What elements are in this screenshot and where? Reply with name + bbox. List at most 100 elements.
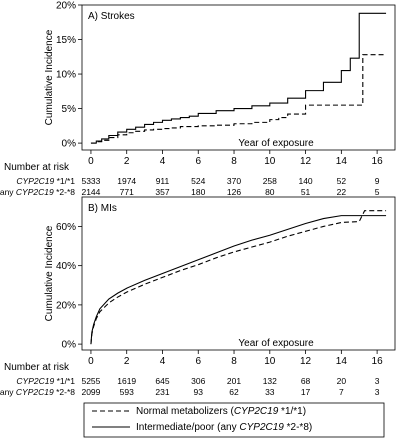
at-risk-value: 7: [339, 387, 344, 397]
at-risk-row-label: CYP2C19 *1/*1: [16, 376, 75, 386]
at-risk-value: 306: [191, 376, 205, 386]
at-risk-value: 370: [227, 176, 241, 186]
x-tick-label: 4: [160, 156, 166, 167]
at-risk-row-label: any CYP2C19 *2-*8: [0, 187, 75, 197]
at-risk-value: 180: [191, 187, 205, 197]
x-tick-label: 0: [88, 356, 94, 367]
panel-title: A) Strokes: [88, 11, 135, 22]
y-axis-label: Cumulative Incidence: [44, 225, 55, 321]
series-line-intermediate-poor: [90, 215, 387, 345]
at-risk-value: 80: [265, 187, 275, 197]
legend-label: Normal metabolizers (CYP2C19 *1/*1): [136, 406, 306, 417]
y-tick-label: 60%: [56, 222, 76, 233]
at-risk-row-label-part: *2-*8: [54, 187, 76, 197]
plot-frame: [81, 196, 396, 351]
x-tick-label: 4: [160, 356, 166, 367]
x-tick-label: 10: [264, 156, 276, 167]
at-risk-value: 68: [301, 376, 311, 386]
at-risk-row-label-part: CYP2C19: [16, 387, 54, 397]
panel-strokes: A) Strokes 0% 5% 10% 15% 20% 0 2 4 6 8 10 12 14 16 Cumu…: [0, 1, 396, 197]
at-risk-value: 93: [194, 387, 204, 397]
legend-box: [83, 402, 385, 438]
x-tick-label: 14: [336, 356, 348, 367]
series-line-intermediate-poor: [90, 12, 387, 144]
x-axis-label: Year of exposure: [238, 338, 314, 349]
at-risk-value: 5333: [81, 176, 100, 186]
x-tick-label: 12: [300, 156, 312, 167]
y-tick-label: 5%: [62, 104, 77, 115]
at-risk-value: 357: [155, 187, 169, 197]
x-tick-label: 10: [264, 356, 276, 367]
y-tick-label: 0%: [62, 340, 77, 351]
at-risk-value: 51: [301, 187, 311, 197]
at-risk-value: 593: [120, 387, 134, 397]
y-tick-label: 20%: [56, 1, 76, 12]
at-risk-row-label-part: any: [0, 187, 16, 197]
at-risk-row-label-part: *1/*1: [54, 376, 75, 386]
plot-frame: [81, 4, 396, 151]
x-tick-label: 6: [195, 356, 201, 367]
at-risk-value: 126: [227, 187, 241, 197]
at-risk-value: 3: [375, 376, 380, 386]
legend-label-part: Normal metabolizers (: [136, 406, 234, 417]
y-tick-label: 40%: [56, 261, 76, 272]
at-risk-value: 140: [298, 176, 312, 186]
at-risk-row-label-part: CYP2C19: [16, 187, 54, 197]
at-risk-row-label-part: *1/*1: [54, 176, 75, 186]
x-tick-label: 16: [372, 356, 384, 367]
at-risk-row-label-part: *2-*8: [54, 387, 76, 397]
x-tick-label: 16: [372, 156, 384, 167]
at-risk-value: 52: [337, 176, 347, 186]
at-risk-value: 33: [265, 387, 275, 397]
x-tick-label: 6: [195, 156, 201, 167]
x-tick-label: 2: [124, 356, 130, 367]
x-tick-label: 8: [231, 156, 237, 167]
at-risk-row-label-part: CYP2C19: [16, 176, 54, 186]
at-risk-value: 20: [337, 376, 347, 386]
at-risk-value: 771: [120, 187, 134, 197]
y-tick-label: 10%: [56, 70, 76, 81]
number-at-risk-header: Number at risk: [4, 162, 70, 173]
legend: Normal metabolizers (CYP2C19 *1/*1)Inter…: [83, 402, 385, 438]
at-risk-value: 1974: [117, 176, 136, 186]
at-risk-row-label: any CYP2C19 *2-*8: [0, 387, 75, 397]
series-line-normal: [90, 210, 387, 345]
at-risk-value: 62: [229, 387, 239, 397]
x-tick-label: 8: [231, 356, 237, 367]
legend-label-part: Intermediate/poor (any: [136, 422, 239, 433]
at-risk-value: 5255: [81, 376, 100, 386]
at-risk-value: 258: [263, 176, 277, 186]
x-tick-label: 0: [88, 156, 94, 167]
x-tick-label: 12: [300, 356, 312, 367]
y-tick-label: 20%: [56, 300, 76, 311]
y-tick-label: 0%: [62, 139, 77, 150]
at-risk-value: 9: [375, 176, 380, 186]
panel-title: B) MIs: [88, 203, 117, 214]
legend-label: Intermediate/poor (any CYP2C19 *2-*8): [136, 422, 312, 433]
at-risk-value: 1619: [117, 376, 136, 386]
at-risk-value: 2099: [81, 387, 100, 397]
y-tick-label: 15%: [56, 35, 76, 46]
at-risk-row-label-part: CYP2C19: [16, 376, 54, 386]
at-risk-value: 201: [227, 376, 241, 386]
legend-label-part: CYP2C19: [239, 422, 284, 433]
x-tick-label: 2: [124, 156, 130, 167]
at-risk-value: 132: [263, 376, 277, 386]
at-risk-value: 22: [337, 187, 347, 197]
x-tick-label: 14: [336, 156, 348, 167]
at-risk-value: 911: [156, 176, 170, 186]
at-risk-value: 5: [375, 187, 380, 197]
x-axis-label: Year of exposure: [238, 138, 314, 149]
at-risk-value: 2144: [81, 187, 100, 197]
legend-label-part: CYP2C19: [234, 406, 279, 417]
at-risk-value: 3: [375, 387, 380, 397]
legend-label-part: *1/*1): [278, 406, 306, 417]
at-risk-row-label: CYP2C19 *1/*1: [16, 176, 75, 186]
legend-label-part: *2-*8): [284, 422, 312, 433]
number-at-risk-header: Number at risk: [4, 362, 70, 373]
at-risk-value: 17: [301, 387, 311, 397]
at-risk-value: 231: [155, 387, 169, 397]
series-line-normal: [90, 54, 387, 144]
